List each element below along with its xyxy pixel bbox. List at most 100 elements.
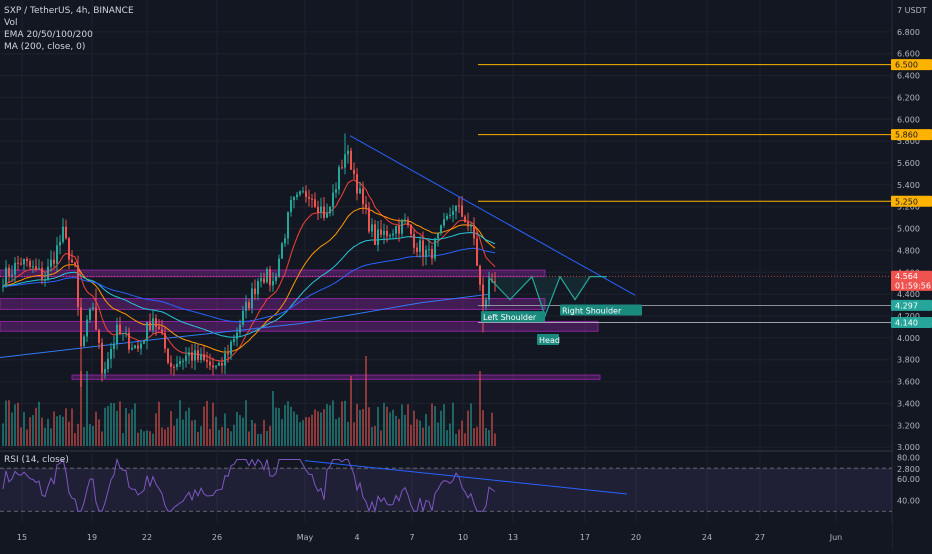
- candle-body-115: [347, 150, 349, 155]
- candle-body-44: [134, 345, 136, 349]
- volume-bar-4: [14, 404, 16, 446]
- candle-body-99: [299, 191, 301, 195]
- candle-body-117: [353, 169, 355, 175]
- candle-body-147: [443, 219, 445, 226]
- candle-body-11: [35, 266, 37, 270]
- candle-body-3: [11, 274, 13, 276]
- volume-bar-143: [431, 403, 433, 446]
- volume-bar-158: [476, 426, 478, 446]
- volume-bar-56: [170, 411, 172, 446]
- volume-bar-72: [218, 429, 220, 446]
- symbol-title[interactable]: SXP / TetherUS, 4h, BINANCE: [4, 6, 134, 16]
- candle-body-31: [95, 307, 97, 330]
- volume-bar-31: [95, 411, 97, 446]
- price-tick-0: 7 USDT: [897, 6, 927, 15]
- volume-bar-52: [158, 401, 160, 446]
- price-tick-2: 6.600: [897, 50, 920, 59]
- price-badge-2: 5.250: [895, 197, 918, 206]
- volume-bar-97: [293, 411, 295, 446]
- candle-body-56: [170, 362, 172, 367]
- candle-body-151: [455, 205, 457, 212]
- indicator-ema[interactable]: EMA 20/50/100/200: [4, 30, 93, 40]
- candle-body-78: [236, 332, 238, 340]
- candle-body-116: [350, 150, 352, 170]
- candle-body-122: [368, 207, 370, 232]
- rsi-tick-0: 80.00: [897, 453, 920, 462]
- volume-bar-68: [206, 400, 208, 446]
- volume-bar-59: [179, 400, 181, 446]
- descending-trendline: [349, 135, 636, 296]
- candle-body-94: [284, 238, 286, 244]
- price-tick-14: 4.200: [897, 312, 920, 321]
- candle-body-26: [80, 307, 82, 347]
- candle-body-89: [269, 269, 271, 286]
- time-axis[interactable]: 15 19 22 26 May 4 7 10 13 17 20 24 27 Jun: [0, 523, 892, 551]
- volume-bar-85: [257, 433, 259, 446]
- candle-body-41: [125, 332, 127, 334]
- pattern-labels: Left Shoulder Head Right Shoulder: [481, 304, 642, 346]
- volume-bar-99: [299, 422, 301, 446]
- candle-body-74: [224, 353, 226, 366]
- rsi-title[interactable]: RSI (14, close): [4, 455, 69, 465]
- time-tick-10: 20: [631, 533, 641, 542]
- volume-bar-19: [59, 414, 61, 446]
- candle-body-61: [185, 355, 187, 361]
- candle-body-100: [302, 191, 304, 193]
- volume-bar-1: [5, 400, 7, 446]
- volume-bar-39: [119, 401, 121, 446]
- time-tick-4: May: [297, 533, 314, 542]
- volume-bar-84: [254, 423, 256, 446]
- volume-bar-10: [32, 415, 34, 446]
- volume-bar-26: [80, 371, 82, 446]
- candle-body-120: [362, 188, 364, 205]
- price-badge-3: 4.564: [895, 272, 918, 281]
- candle-body-35: [107, 358, 109, 370]
- price-badge-bg-6: [891, 317, 932, 329]
- volume-bar-45: [137, 432, 139, 446]
- zone-2: [0, 320, 599, 332]
- volume-bar-29: [89, 424, 91, 446]
- candle-body-33: [101, 342, 103, 374]
- candle-body-142: [428, 249, 430, 251]
- volume-bar-89: [269, 426, 271, 446]
- candle-body-93: [281, 243, 283, 259]
- volume-bar-9: [29, 417, 31, 446]
- time-tick-13: Jun: [829, 533, 843, 542]
- volume-bar-91: [275, 407, 277, 446]
- volume-bar-124: [374, 425, 376, 446]
- volume-bar-65: [197, 431, 199, 446]
- candle-body-95: [287, 212, 289, 239]
- candle-body-66: [200, 354, 202, 360]
- volume-bar-20: [62, 416, 64, 446]
- volume-bar-128: [386, 406, 388, 446]
- volume-bar-154: [464, 433, 466, 446]
- candle-body-53: [161, 329, 163, 334]
- candle-body-45: [137, 345, 139, 349]
- candle-body-85: [257, 281, 259, 295]
- volume-bar-67: [203, 406, 205, 446]
- volume-bar-140: [422, 427, 424, 446]
- price-tick-15: 4.000: [897, 334, 920, 343]
- indicator-ma[interactable]: MA (200, close, 0): [4, 42, 86, 52]
- volume-bar-90: [272, 391, 274, 446]
- candle-body-149: [449, 214, 451, 216]
- pattern-label-1: Head: [539, 336, 560, 345]
- price-badge-4: 01:59:56: [895, 281, 931, 290]
- rsi-line: [2, 457, 496, 514]
- volume-bar-18: [56, 416, 58, 446]
- volume-bar-62: [188, 407, 190, 446]
- volume-bar-22: [68, 421, 70, 446]
- volume-bar-93: [281, 419, 283, 446]
- candle-body-67: [203, 354, 205, 361]
- volume-bar-131: [395, 415, 397, 446]
- candle-body-46: [140, 343, 142, 349]
- candle-body-134: [404, 219, 406, 221]
- candle-body-34: [104, 369, 106, 374]
- volume-bar-77: [233, 424, 235, 446]
- indicator-vol[interactable]: Vol: [4, 18, 18, 28]
- volume-bar-95: [287, 401, 289, 446]
- candle-body-96: [290, 199, 292, 213]
- volume-bar-133: [401, 404, 403, 446]
